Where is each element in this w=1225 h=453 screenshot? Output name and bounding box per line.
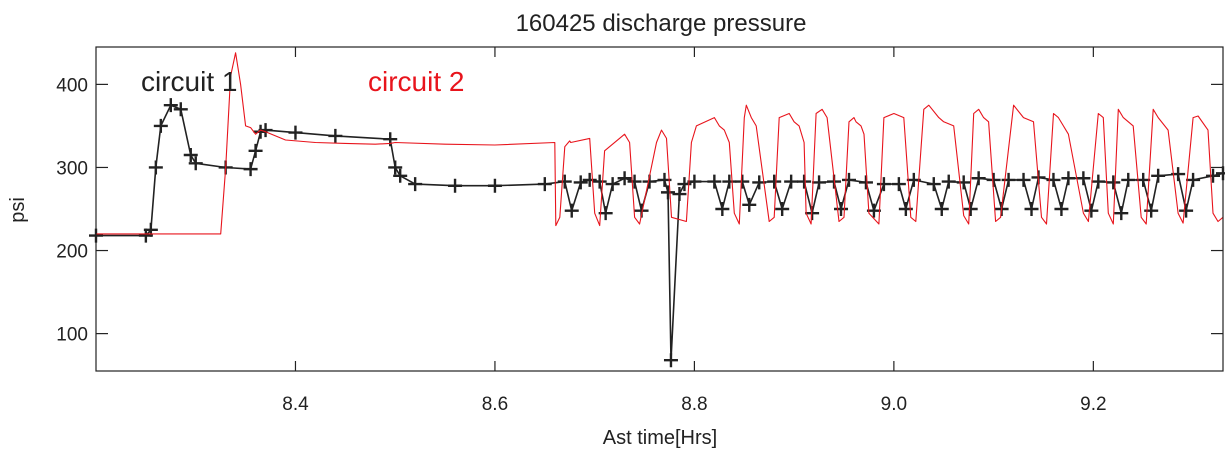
y-tick-label: 200 xyxy=(56,242,88,263)
data-point xyxy=(876,177,891,192)
data-point xyxy=(1106,175,1121,190)
data-point xyxy=(1186,172,1201,187)
data-point xyxy=(834,202,849,216)
series-markers-1 xyxy=(89,98,1225,368)
data-point xyxy=(941,174,956,189)
plot-area xyxy=(89,46,1225,372)
legend-item-circuit-2: circuit 2 xyxy=(368,66,464,97)
data-point xyxy=(183,148,198,162)
data-point xyxy=(1121,172,1136,187)
data-point xyxy=(163,98,178,113)
data-point xyxy=(1114,206,1129,221)
data-point xyxy=(188,156,203,171)
data-point xyxy=(1076,171,1091,186)
plot-frame xyxy=(95,46,1224,372)
data-point xyxy=(1216,166,1225,181)
data-point xyxy=(1024,202,1039,216)
legend-item-circuit-1: circuit 1 xyxy=(141,66,237,97)
data-point xyxy=(742,197,757,212)
data-point xyxy=(858,175,873,190)
data-point xyxy=(1179,203,1194,218)
data-point xyxy=(956,175,971,190)
data-point xyxy=(605,177,620,192)
y-tick-label: 300 xyxy=(56,158,88,179)
data-point xyxy=(408,177,423,192)
data-point xyxy=(841,172,856,187)
data-point xyxy=(487,178,502,193)
x-tick-label: 8.6 xyxy=(482,394,508,415)
data-point xyxy=(1151,168,1166,183)
data-point xyxy=(735,174,750,189)
data-point xyxy=(707,174,722,189)
data-point xyxy=(672,187,687,202)
x-tick-label: 9.2 xyxy=(1080,394,1106,415)
data-point xyxy=(687,174,702,189)
data-point xyxy=(592,174,607,189)
data-point xyxy=(328,128,343,143)
data-point xyxy=(775,202,790,216)
data-point xyxy=(627,174,642,189)
y-tick-label: 400 xyxy=(56,75,88,96)
data-point xyxy=(663,353,678,368)
data-point xyxy=(797,174,812,189)
legend: circuit 1 circuit 2 xyxy=(141,66,464,97)
data-point xyxy=(986,172,1001,187)
data-point xyxy=(1054,202,1069,216)
data-point xyxy=(582,172,597,187)
data-point xyxy=(448,178,463,193)
data-point xyxy=(767,174,782,189)
data-point xyxy=(715,202,730,216)
data-point xyxy=(1091,174,1106,189)
series-line-1 xyxy=(96,104,1224,362)
data-point xyxy=(393,168,408,183)
series-line-2 xyxy=(96,52,1224,235)
data-point xyxy=(1001,172,1016,187)
data-point xyxy=(243,162,258,177)
data-point xyxy=(173,102,188,117)
data-point xyxy=(1084,203,1099,218)
x-tick-label: 8.8 xyxy=(681,394,707,415)
data-point xyxy=(617,171,632,186)
data-point xyxy=(934,202,949,216)
series-layer xyxy=(89,52,1225,368)
data-point xyxy=(812,175,827,190)
data-point xyxy=(537,177,552,192)
y-axis-label: psi xyxy=(7,197,29,223)
data-point xyxy=(971,171,986,186)
data-point xyxy=(784,174,799,189)
ticks-layer: 8.4 8.6 8.8 9.0 9.2 100 200 300 400 xyxy=(56,47,1223,415)
data-point xyxy=(963,202,978,216)
data-point xyxy=(926,177,941,192)
x-tick-label: 9.0 xyxy=(881,394,907,415)
data-point xyxy=(248,143,263,158)
x-axis-label: Ast time[Hrs] xyxy=(603,427,717,449)
data-point xyxy=(1136,172,1151,187)
x-tick-label: 8.4 xyxy=(282,394,309,415)
data-point xyxy=(722,174,737,189)
data-point xyxy=(557,174,572,189)
chart-title: 160425 discharge pressure xyxy=(516,10,807,37)
data-point xyxy=(1016,172,1031,187)
y-tick-label: 100 xyxy=(56,325,88,346)
data-point xyxy=(564,203,579,218)
data-point xyxy=(148,160,163,175)
data-point xyxy=(1061,171,1076,186)
data-point xyxy=(573,175,588,190)
data-point xyxy=(660,185,675,200)
data-point xyxy=(288,125,303,140)
data-point xyxy=(1206,168,1221,183)
data-point xyxy=(891,177,906,192)
data-point xyxy=(153,118,168,133)
data-point xyxy=(388,160,403,175)
